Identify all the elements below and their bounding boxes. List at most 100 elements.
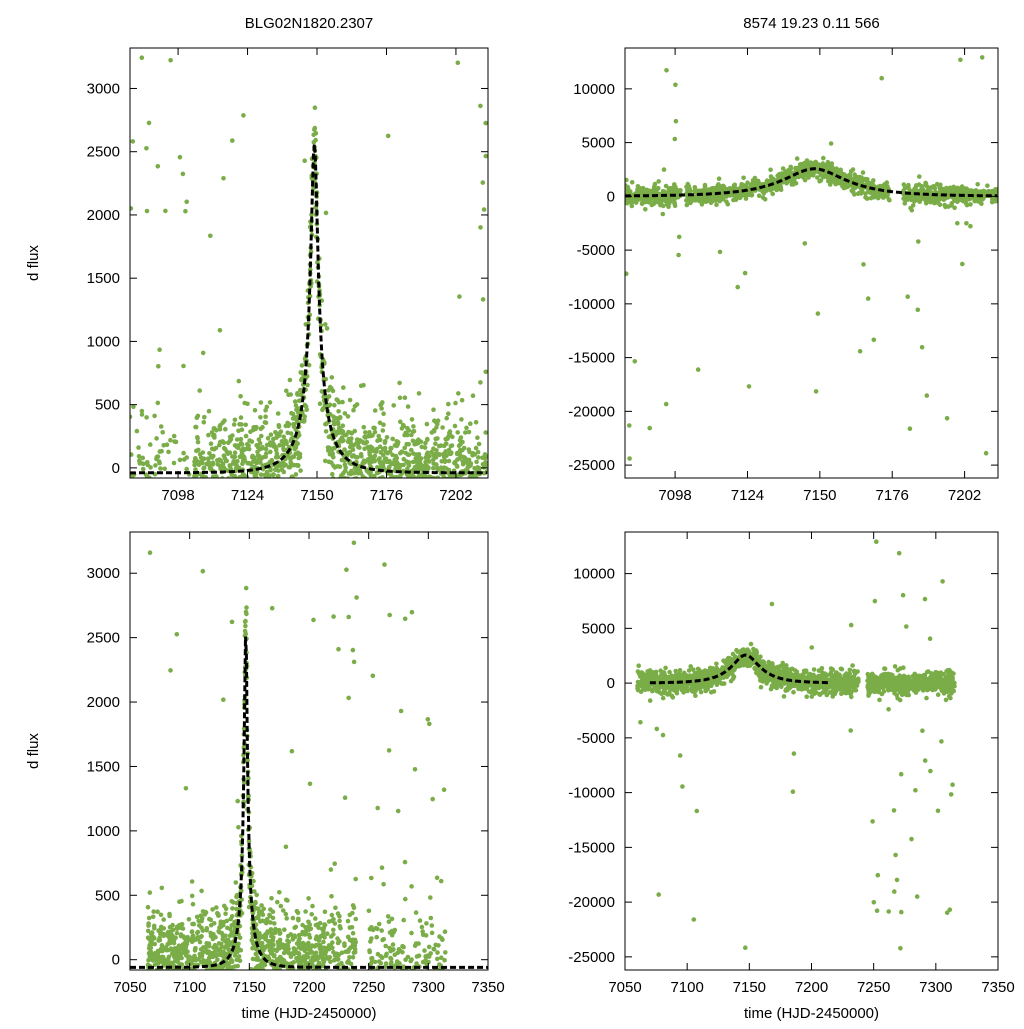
data-point — [168, 438, 173, 443]
data-point — [373, 408, 378, 413]
data-point — [962, 196, 967, 201]
data-point — [348, 398, 353, 403]
data-point — [483, 460, 488, 465]
data-point — [775, 186, 780, 191]
data-point — [222, 465, 227, 470]
data-point — [631, 200, 636, 205]
data-point — [470, 453, 475, 458]
data-point — [414, 910, 419, 915]
data-point — [817, 179, 822, 184]
data-point — [192, 463, 197, 468]
data-point — [269, 432, 274, 437]
data-point — [282, 927, 287, 932]
x-tick-label: 7098 — [161, 487, 194, 504]
data-point — [463, 430, 468, 435]
data-point — [401, 463, 406, 468]
data-point — [240, 462, 245, 467]
data-point — [284, 916, 289, 921]
data-point — [237, 954, 242, 959]
data-point — [377, 922, 382, 927]
data-point — [181, 926, 186, 931]
data-point — [849, 188, 854, 193]
data-point — [330, 451, 335, 456]
data-point — [194, 425, 199, 430]
data-point — [154, 436, 159, 441]
data-point — [976, 199, 981, 204]
data-point — [313, 916, 318, 921]
outlier-point — [302, 158, 307, 163]
data-point — [157, 936, 162, 941]
x-tick-label: 7202 — [439, 487, 472, 504]
data-point — [159, 913, 164, 918]
data-point — [434, 462, 439, 467]
data-point — [310, 904, 315, 909]
data-point — [156, 454, 161, 459]
y-axis-label: d flux — [25, 245, 42, 281]
outlier-point — [984, 451, 989, 456]
data-point — [434, 455, 439, 460]
data-point — [413, 944, 418, 949]
data-point — [430, 430, 435, 435]
y-tick-label: 2500 — [87, 144, 120, 161]
data-point — [139, 461, 144, 466]
data-point — [331, 419, 336, 424]
data-point — [374, 450, 379, 455]
data-point — [259, 400, 264, 405]
data-point — [291, 916, 296, 921]
data-point — [403, 451, 408, 456]
data-point — [414, 441, 419, 446]
outlier-point — [181, 172, 186, 177]
data-point — [244, 586, 249, 591]
data-point — [433, 441, 438, 446]
outlier-point — [163, 209, 168, 214]
outlier-point — [747, 384, 752, 389]
data-point — [409, 884, 414, 889]
data-point — [805, 171, 810, 176]
data-point — [359, 452, 364, 457]
data-point — [403, 431, 408, 436]
data-point — [709, 201, 714, 206]
data-point — [468, 421, 473, 426]
data-point — [371, 426, 376, 431]
data-point — [234, 880, 239, 885]
data-point — [335, 936, 340, 941]
outlier-point — [945, 416, 950, 421]
data-point — [876, 196, 881, 201]
outlier-point — [156, 364, 161, 369]
data-point — [917, 174, 922, 179]
data-point — [942, 203, 947, 208]
data-point — [191, 902, 196, 907]
data-point — [323, 459, 328, 464]
data-point — [271, 437, 276, 442]
data-point — [741, 176, 746, 181]
data-point — [378, 421, 383, 426]
outlier-point — [178, 155, 183, 160]
data-point — [346, 414, 351, 419]
data-point — [397, 381, 402, 386]
outlier-point — [674, 119, 679, 124]
outlier-point — [627, 423, 632, 428]
data-point — [243, 619, 248, 624]
data-point — [444, 441, 449, 446]
data-point — [385, 435, 390, 440]
outlier-point — [478, 225, 483, 230]
x-tick-label: 7176 — [370, 487, 403, 504]
data-point — [805, 158, 810, 163]
data-point — [733, 183, 738, 188]
data-point — [471, 393, 476, 398]
data-point — [906, 185, 911, 190]
data-point — [201, 466, 206, 471]
data-point — [346, 439, 351, 444]
data-point — [330, 940, 335, 945]
outlier-point — [662, 167, 667, 172]
data-point — [637, 186, 642, 191]
data-point — [991, 190, 996, 195]
data-point — [328, 385, 333, 390]
outlier-point — [735, 285, 740, 290]
data-point — [207, 463, 212, 468]
data-point — [403, 395, 408, 400]
data-point — [410, 473, 415, 478]
data-point — [223, 427, 228, 432]
data-point — [298, 468, 303, 473]
data-point — [863, 195, 868, 200]
